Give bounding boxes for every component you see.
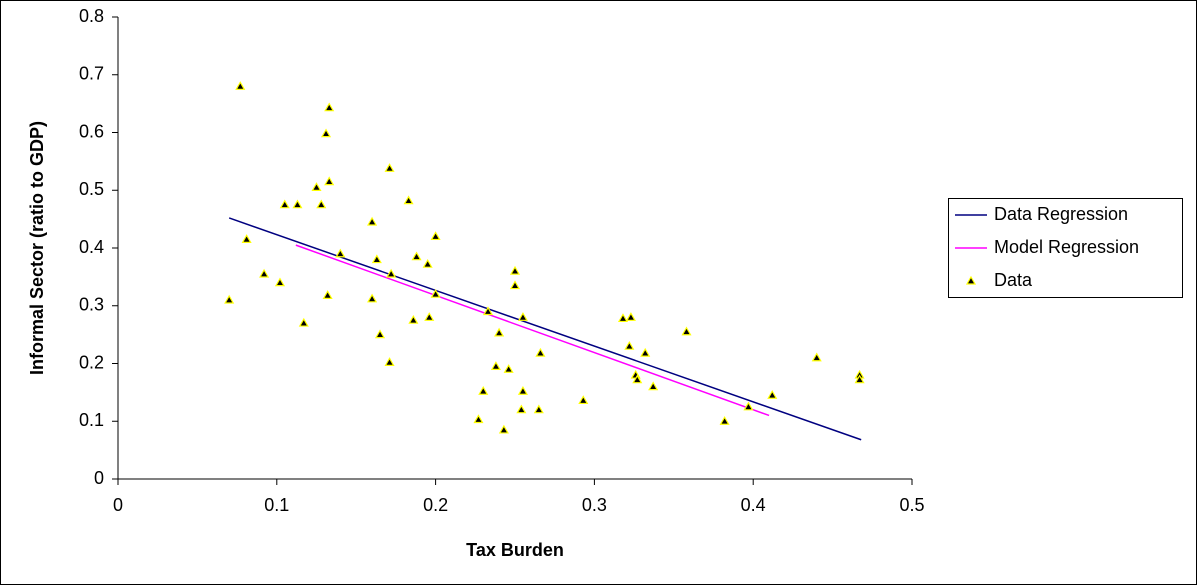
data-point <box>371 254 382 264</box>
data-point <box>811 352 822 362</box>
data-point <box>498 424 509 434</box>
legend <box>948 198 1183 298</box>
data-point <box>490 361 501 370</box>
regression-line <box>295 244 770 417</box>
data-point <box>384 163 395 172</box>
data-point <box>367 216 378 226</box>
regression-line <box>228 217 862 441</box>
y-tick-label: 0.4 <box>79 237 104 257</box>
y-tick-label: 0.1 <box>79 410 104 430</box>
data-point <box>509 280 521 290</box>
data-point <box>516 404 527 414</box>
data-point <box>324 102 335 112</box>
data-point <box>384 357 395 366</box>
data-point <box>411 251 422 261</box>
data-point <box>503 364 514 373</box>
data-point <box>316 199 327 209</box>
data-point <box>367 293 378 303</box>
data-point <box>292 199 303 209</box>
x-tick-label: 0.3 <box>582 495 607 515</box>
data-point <box>535 347 546 357</box>
data-point <box>224 294 235 304</box>
data-point <box>320 128 332 138</box>
legend-swatch <box>965 275 977 285</box>
data-point <box>482 306 494 316</box>
data-point <box>259 268 270 278</box>
data-point <box>494 327 505 337</box>
legend-label: Data Regression <box>994 204 1128 224</box>
y-axis-label: Informal Sector (ratio to GDP) <box>27 121 47 375</box>
data-point <box>648 381 659 391</box>
data-point <box>279 199 290 209</box>
data-point <box>422 258 433 268</box>
data-point <box>617 313 629 323</box>
x-tick-label: 0.1 <box>264 495 289 515</box>
data-point <box>719 416 730 425</box>
data-point <box>854 374 865 384</box>
data-point <box>403 195 414 205</box>
data-point <box>517 386 528 395</box>
legend-label: Model Regression <box>994 237 1139 257</box>
data-point <box>767 390 778 399</box>
data-point <box>235 81 246 90</box>
data-point <box>517 312 528 321</box>
data-point <box>533 404 544 414</box>
data-point <box>478 386 489 395</box>
x-tick-label: 0 <box>113 495 123 515</box>
data-point <box>386 268 397 278</box>
data-point <box>743 401 754 411</box>
data-point <box>430 231 441 241</box>
data-point <box>509 265 521 275</box>
data-point <box>298 317 309 327</box>
data-point <box>681 326 692 336</box>
y-tick-label: 0.8 <box>79 6 104 26</box>
data-point <box>640 347 651 357</box>
y-tick-label: 0.3 <box>79 295 104 315</box>
y-tick-label: 0.5 <box>79 179 104 199</box>
y-tick-label: 0.7 <box>79 64 104 84</box>
data-point <box>322 290 333 299</box>
data-point <box>408 314 419 324</box>
x-tick-label: 0.2 <box>423 495 448 515</box>
data-point <box>632 374 643 384</box>
data-point <box>625 312 636 321</box>
data-point <box>241 234 252 243</box>
data-point <box>578 395 589 405</box>
data-point <box>311 182 322 191</box>
x-tick-label: 0.4 <box>741 495 766 515</box>
data-point <box>430 288 441 298</box>
data-point <box>274 277 286 287</box>
y-tick-label: 0.2 <box>79 352 104 372</box>
data-point <box>335 248 346 258</box>
data-point <box>324 176 335 186</box>
data-point <box>473 414 484 424</box>
data-point <box>374 329 386 339</box>
y-tick-label: 0.6 <box>79 121 104 141</box>
y-tick-label: 0 <box>94 468 104 488</box>
x-tick-label: 0.5 <box>899 495 924 515</box>
legend-label: Data <box>994 270 1033 290</box>
data-point <box>624 340 635 350</box>
data-point <box>424 312 435 321</box>
x-axis-label: Tax Burden <box>466 540 564 560</box>
